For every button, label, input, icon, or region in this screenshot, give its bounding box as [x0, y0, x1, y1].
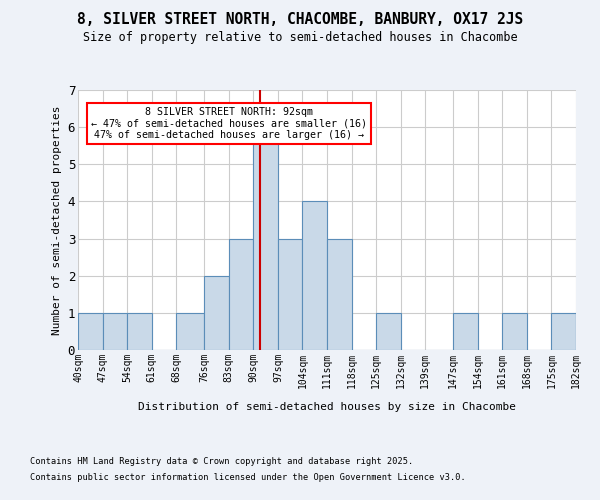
Text: Distribution of semi-detached houses by size in Chacombe: Distribution of semi-detached houses by … — [138, 402, 516, 412]
Text: 8 SILVER STREET NORTH: 92sqm
← 47% of semi-detached houses are smaller (16)
47% : 8 SILVER STREET NORTH: 92sqm ← 47% of se… — [91, 106, 367, 140]
Bar — [204, 276, 229, 350]
Bar — [103, 313, 127, 350]
Text: Contains HM Land Registry data © Crown copyright and database right 2025.: Contains HM Land Registry data © Crown c… — [30, 458, 413, 466]
Text: Size of property relative to semi-detached houses in Chacombe: Size of property relative to semi-detach… — [83, 31, 517, 44]
Y-axis label: Number of semi-detached properties: Number of semi-detached properties — [52, 106, 62, 335]
Bar — [278, 238, 302, 350]
Text: Contains public sector information licensed under the Open Government Licence v3: Contains public sector information licen… — [30, 472, 466, 482]
Bar — [176, 313, 204, 350]
Text: 8, SILVER STREET NORTH, CHACOMBE, BANBURY, OX17 2JS: 8, SILVER STREET NORTH, CHACOMBE, BANBUR… — [77, 12, 523, 28]
Bar — [253, 127, 278, 350]
Bar — [576, 313, 600, 350]
Bar — [551, 313, 576, 350]
Bar — [302, 202, 327, 350]
Bar — [502, 313, 527, 350]
Bar — [78, 313, 103, 350]
Bar — [229, 238, 253, 350]
Bar — [376, 313, 401, 350]
Bar — [127, 313, 152, 350]
Bar — [327, 238, 352, 350]
Bar — [453, 313, 478, 350]
